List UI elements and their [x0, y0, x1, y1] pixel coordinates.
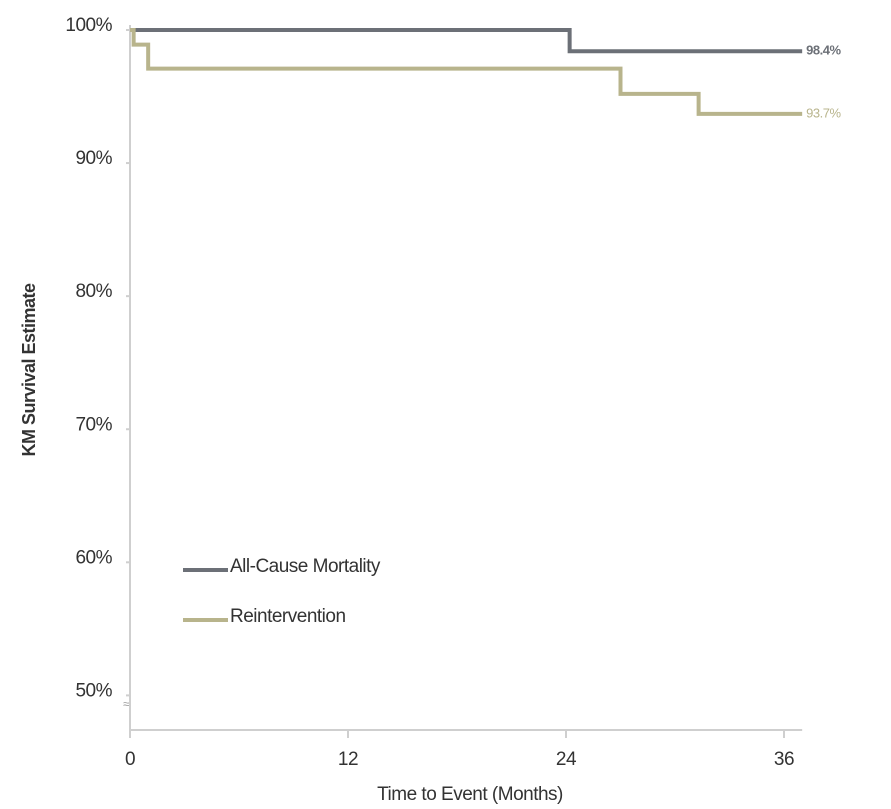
y-tick-label: 80%	[75, 281, 112, 302]
y-tick-label: 100%	[65, 15, 112, 36]
axis-break: ≈	[123, 697, 130, 711]
legend-label: Reintervention	[230, 606, 346, 627]
y-tick-label: 60%	[75, 547, 112, 568]
x-tick-label: 24	[556, 749, 577, 770]
x-axis-label: Time to Event (Months)	[377, 784, 563, 805]
km-curve	[130, 28, 803, 116]
km-curve	[130, 28, 803, 54]
end-label: 98.4%	[806, 43, 841, 58]
x-tick-label: 0	[125, 749, 135, 770]
y-tick-label: 70%	[75, 414, 112, 435]
x-tick-label: 36	[774, 749, 794, 770]
x-tick-label: 12	[338, 749, 358, 770]
end-label: 93.7%	[806, 105, 841, 120]
y-axis-label: KM Survival Estimate	[19, 283, 39, 457]
y-tick-label: 90%	[75, 148, 112, 169]
y-tick-label: 50%	[75, 680, 112, 701]
legend-label: All-Cause Mortality	[230, 556, 381, 577]
